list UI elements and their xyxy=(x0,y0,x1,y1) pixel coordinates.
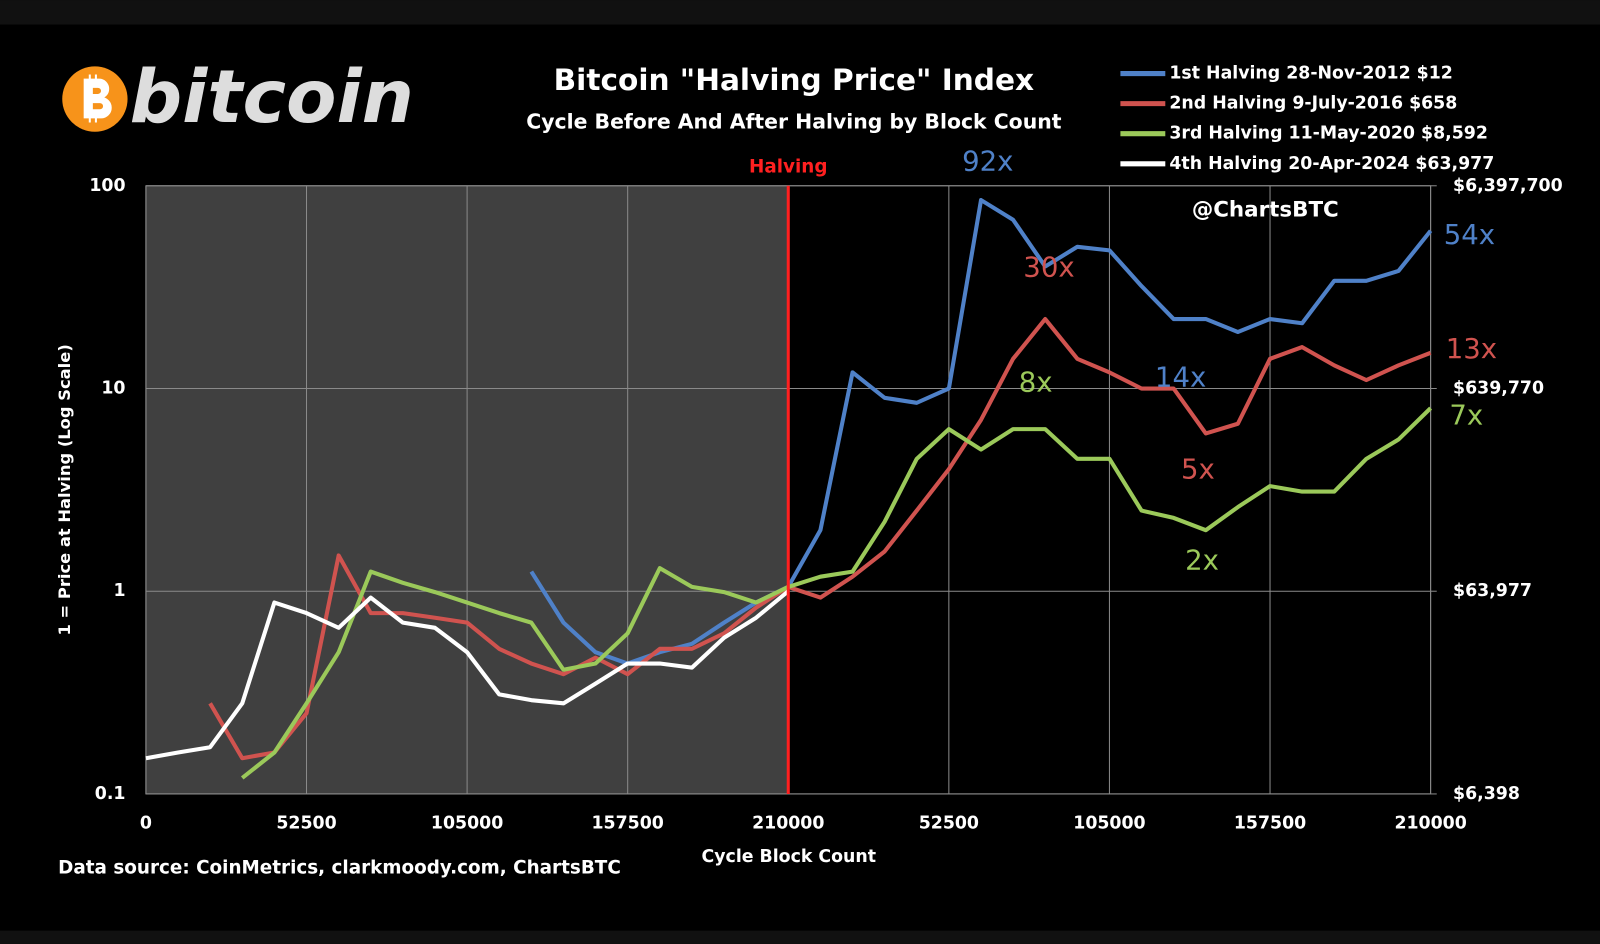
annotation: 13x xyxy=(1446,333,1497,365)
x-tick-label: 105000 xyxy=(1073,814,1145,834)
halving-label: Halving xyxy=(749,156,828,177)
legend-label: 4th Halving 20-Apr-2024 $63,977 xyxy=(1169,154,1494,174)
x-axis-label: Cycle Block Count xyxy=(702,847,876,867)
annotation: 54x xyxy=(1444,219,1495,251)
annotation: 5x xyxy=(1181,453,1215,485)
x-tick-label: 210000 xyxy=(1394,814,1466,834)
y2-tick-label: $6,397,700 xyxy=(1453,176,1563,196)
legend-label: 3rd Halving 11-May-2020 $8,592 xyxy=(1169,124,1488,144)
y-axis-label: 1 = Price at Halving (Log Scale) xyxy=(55,344,74,635)
annotation: 7x xyxy=(1449,399,1483,431)
annotation: 14x xyxy=(1155,362,1206,394)
legend-label: 1st Halving 28-Nov-2012 $12 xyxy=(1169,64,1452,84)
series-line xyxy=(529,198,1433,666)
x-tick-label: 157500 xyxy=(1234,814,1306,834)
chart-subtitle: Cycle Before And After Halving by Block … xyxy=(526,110,1061,134)
watermark: @ChartsBTC xyxy=(1192,197,1339,222)
y-tick-label: 100 xyxy=(89,176,125,196)
y2-tick-label: $6,398 xyxy=(1453,784,1520,804)
x-tick-label: 105000 xyxy=(431,814,503,834)
logo: bitcoin xyxy=(62,55,414,140)
x-tick-label: 210000 xyxy=(752,814,824,834)
y-tick-label: 0.1 xyxy=(95,784,126,804)
x-tick-label: 0 xyxy=(140,814,152,834)
y-tick-label: 10 xyxy=(101,378,125,398)
bottom-strip xyxy=(0,930,1600,944)
y-tick-label: 1 xyxy=(113,581,125,601)
legend-label: 2nd Halving 9-July-2016 $658 xyxy=(1169,94,1457,114)
y2-tick-label: $639,770 xyxy=(1453,378,1544,398)
x-tick-label: 157500 xyxy=(592,814,664,834)
x-tick-label: 52500 xyxy=(276,814,336,834)
logo-symbol xyxy=(83,74,112,123)
series-line xyxy=(240,406,1433,780)
series-line xyxy=(208,317,1432,761)
x-tick-label: 52500 xyxy=(919,814,979,834)
source-note: Data source: CoinMetrics, clarkmoody.com… xyxy=(58,857,621,878)
series-line xyxy=(145,589,790,761)
y2-tick-label: $63,977 xyxy=(1453,581,1532,601)
logo-text: bitcoin xyxy=(130,55,414,140)
top-strip xyxy=(0,0,1600,25)
chart-title: Bitcoin "Halving Price" Index xyxy=(554,63,1034,97)
annotation: 92x xyxy=(962,145,1013,177)
annotation: 2x xyxy=(1185,544,1219,576)
annotation: 30x xyxy=(1023,251,1074,283)
annotation: 8x xyxy=(1019,367,1053,399)
